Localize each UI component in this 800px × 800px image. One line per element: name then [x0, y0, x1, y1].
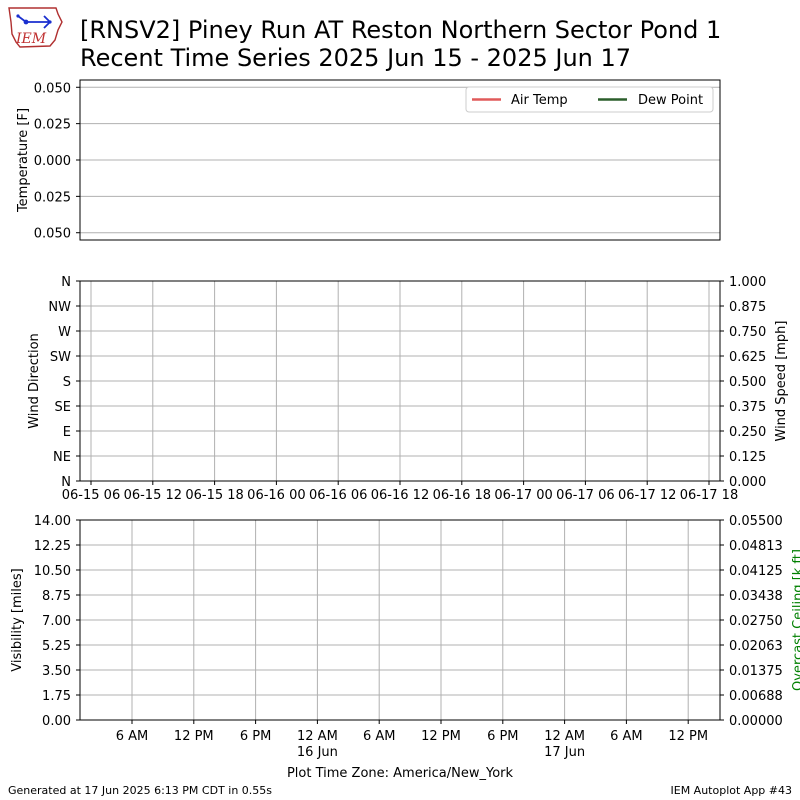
wind-direction-tick-label: NW [48, 300, 71, 315]
temp-ylabel: Temperature [F] [16, 108, 31, 213]
visibility-tick-label: 7.00 [42, 614, 71, 629]
vis-xtick-label: 12 AM [297, 729, 338, 744]
visibility-tick-label: 5.25 [42, 639, 71, 654]
visibility-tick-label: 3.50 [42, 664, 71, 679]
wind-speed-tick-label: 0.250 [729, 425, 766, 440]
wind-xtick-label: 06-17 00 [494, 488, 552, 503]
vis-plot-frame [79, 519, 721, 721]
wind-direction-tick-label: N [61, 475, 71, 490]
wind-speed-tick-label: 0.000 [729, 475, 766, 490]
temp-legend-box [465, 86, 714, 113]
footer-generated-text: Generated at 17 Jun 2025 6:13 PM CDT in … [8, 784, 273, 797]
ceiling-tick-label: 0.03438 [729, 589, 783, 604]
temp-ytick-label: 0.050 [34, 81, 71, 96]
vis-xtick-label: 6 PM [240, 729, 271, 744]
wind-xtick-label: 06-16 12 [371, 488, 429, 503]
ceiling-tick-label: 0.04125 [729, 564, 783, 579]
wind-direction-tick-label: E [63, 425, 71, 440]
wind-xtick-label: 06-17 12 [618, 488, 676, 503]
wind-xtick-label: 06-16 18 [433, 488, 491, 503]
chart-title-line-2: Recent Time Series 2025 Jun 15 - 2025 Ju… [80, 44, 632, 72]
temp-ytick-label: 0.000 [34, 154, 71, 169]
iowa-outline-icon [8, 7, 63, 48]
vis-xtick-label: 6 PM [487, 729, 518, 744]
visibility-tick-label: 0.00 [42, 714, 71, 729]
vis-xtick-label: 6 AM [116, 729, 149, 744]
vis-xtick-label: 12 PM [421, 729, 461, 744]
wind-xtick-label: 06-15 06 [62, 488, 120, 503]
wind-speed-tick-label: 0.625 [729, 350, 766, 365]
ceiling-tick-label: 0.02063 [729, 639, 783, 654]
iem-logo: IEM [8, 7, 63, 48]
wind-xtick-label: 06-15 18 [185, 488, 243, 503]
chart-title-line-1: [RNSV2] Piney Run AT Reston Northern Sec… [80, 16, 722, 44]
wind-direction-tick-label: S [63, 375, 71, 390]
wind-speed-tick-label: 0.500 [729, 375, 766, 390]
ceiling-tick-label: 0.00688 [729, 689, 783, 704]
wind-xtick-label: 06-17 06 [556, 488, 614, 503]
wind-xtick-label: 06-15 12 [124, 488, 182, 503]
footer-app-text: IEM Autoplot App #43 [670, 784, 793, 797]
vis-xtick-date-label: 16 Jun [297, 745, 338, 760]
wind-speed-tick-label: 0.125 [729, 450, 766, 465]
wind-speed-tick-label: 0.375 [729, 400, 766, 415]
wind-direction-tick-label: W [58, 325, 71, 340]
vis-xtick-label: 12 PM [668, 729, 708, 744]
ceiling-tick-label: 0.02750 [729, 614, 783, 629]
wind-xtick-label: 06-17 18 [680, 488, 738, 503]
vis-xtick-label: 6 AM [610, 729, 643, 744]
temp-plot-frame [79, 79, 721, 241]
visibility-tick-label: 10.50 [34, 564, 71, 579]
wind-plot-frame [79, 280, 721, 482]
temp-ytick-label: 0.025 [34, 190, 71, 205]
legend-air-temp-label: Air Temp [511, 93, 568, 108]
ceiling-tick-label: 0.04813 [729, 539, 783, 554]
visibility-tick-label: 14.00 [34, 514, 71, 529]
temp-ytick-label: 0.025 [34, 118, 71, 133]
legend-dew-point-label: Dew Point [638, 93, 703, 108]
wind-direction-tick-label: SE [55, 400, 71, 415]
visibility-ylabel: Visibility [miles] [10, 568, 25, 671]
ceiling-tick-label: 0.00000 [729, 714, 783, 729]
temp-ytick-label: 0.050 [34, 227, 71, 242]
wind-direction-ylabel: Wind Direction [27, 333, 42, 429]
vis-xtick-label: 6 AM [363, 729, 396, 744]
visibility-tick-label: 1.75 [42, 689, 71, 704]
wind-xtick-label: 06-16 06 [309, 488, 367, 503]
wind-xtick-label: 06-16 00 [247, 488, 305, 503]
logo-text: IEM [15, 31, 47, 47]
vis-xtick-date-label: 17 Jun [544, 745, 585, 760]
timezone-xlabel: Plot Time Zone: America/New_York [287, 766, 514, 781]
visibility-tick-label: 8.75 [42, 589, 71, 604]
visibility-tick-label: 12.25 [34, 539, 71, 554]
wind-direction-tick-label: NE [53, 450, 71, 465]
wind-speed-tick-label: 0.875 [729, 300, 766, 315]
vis-xtick-label: 12 PM [174, 729, 214, 744]
ceiling-tick-label: 0.05500 [729, 514, 783, 529]
ceiling-tick-label: 0.01375 [729, 664, 783, 679]
wind-speed-tick-label: 1.000 [729, 275, 766, 290]
wind-speed-ylabel: Wind Speed [mph] [774, 321, 789, 442]
ceiling-ylabel: Overcast Ceiling [k ft] [791, 549, 800, 691]
wind-direction-tick-label: N [61, 275, 71, 290]
vis-xtick-label: 12 AM [544, 729, 585, 744]
wind-direction-tick-label: SW [50, 350, 71, 365]
wind-speed-tick-label: 0.750 [729, 325, 766, 340]
